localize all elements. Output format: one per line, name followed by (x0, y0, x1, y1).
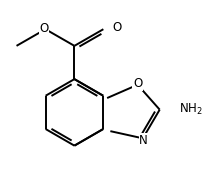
Text: O: O (133, 77, 142, 90)
Text: NH$_2$: NH$_2$ (179, 102, 202, 117)
Text: O: O (39, 22, 48, 35)
Text: O: O (112, 21, 121, 34)
Text: N: N (139, 134, 148, 147)
